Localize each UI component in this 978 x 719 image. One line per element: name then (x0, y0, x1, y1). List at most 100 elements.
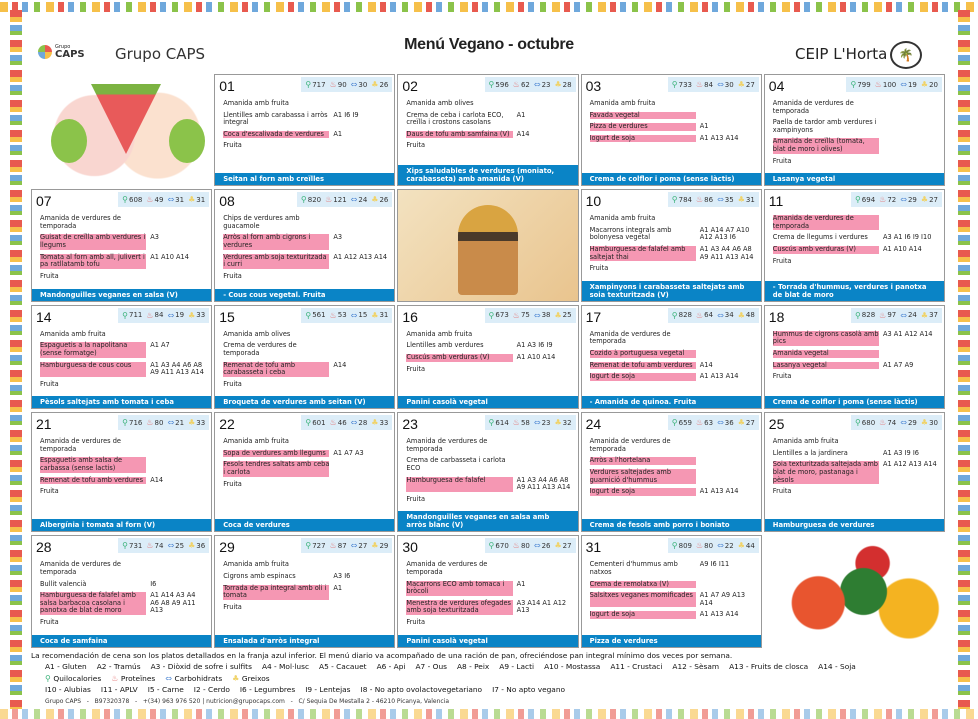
carbs-icon: ⇔ (533, 80, 541, 89)
dish-name: Fruita (40, 271, 59, 280)
nutrition-number: 80 (704, 541, 714, 550)
nutrition-number: 680 (861, 418, 876, 427)
dish-list: Amanida de verdures de temporada Paella d… (765, 97, 944, 173)
dish-name: Amanida amb olives (406, 99, 474, 107)
dish-item: Amanida amb fruita (406, 330, 572, 339)
nutrition-badge: ⚲ 659 ♨ 63 ⇔ 36 ♣ 27 (667, 415, 759, 431)
nutrition-value: ⚲ 694 (855, 195, 875, 204)
dish-item: Amanida amb fruita (590, 215, 756, 223)
allergen-codes: A1 (333, 129, 343, 138)
allergen-item: A14 - Soja (818, 662, 856, 672)
dish-name: Menestra de verdures ofegades amb soja t… (406, 598, 513, 615)
day-header: 04 ⚲ 799 ♨ 100 ⇔ 19 ♣ 20 (765, 75, 944, 97)
dish-name: Cigrons amb espinacs (223, 572, 296, 581)
dish-list: Amanida amb fruita Macarrons integrals am… (582, 212, 761, 281)
nutrition-badge: ⚲ 727 ♨ 87 ⇔ 27 ♣ 29 (301, 538, 393, 554)
dish-name: Amanida amb fruita (223, 560, 289, 569)
dish-item: Fruita (590, 265, 756, 273)
nutrition-number: 820 (307, 195, 322, 204)
nutrition-value: ♨ 121 (325, 195, 347, 204)
nutrition-number: 63 (704, 418, 714, 427)
dish-item: Fruita (772, 372, 939, 381)
allergen-codes (333, 142, 389, 150)
dish-name: Torrada de pa integral amb oli i tomata (223, 584, 330, 600)
dish-item: Fruita (773, 257, 939, 266)
dish-name: Fruita (772, 372, 792, 381)
allergen-item: A1 - Gluten (45, 662, 87, 672)
fat-icon: ♣ (920, 195, 929, 205)
day-header: 23 ⚲ 614 ♨ 58 ⇔ 23 ♣ 32 (398, 413, 577, 435)
nutrition-value: ♣ 33 (188, 418, 205, 427)
nutrition-number: 828 (678, 311, 692, 320)
nutrition-value: ⚲ 799 (850, 80, 870, 89)
dish-name: Fruita (772, 156, 792, 165)
nutrition-value: ♨ 64 (696, 311, 713, 320)
dish-item: Salsitxes veganes momificades A1 A7 A9 A1… (589, 591, 756, 608)
nutrition-number: 24 (907, 311, 917, 320)
nutrition-number: 53 (337, 311, 347, 320)
allergen-codes: A3 I6 (333, 572, 351, 581)
protein-icon: ♨ (512, 541, 520, 551)
dish-list: Amanida amb fruita Favada vegetal Pizza de… (582, 97, 761, 150)
protein-icon: ♨ (512, 310, 520, 320)
allergen-codes: A1 A3 A4 A6 A8 A9 A11 A13 A14 (699, 244, 754, 261)
dish-name: Llentilles a la jardinera (772, 448, 848, 457)
day-header: 01 ⚲ 717 ♨ 90 ⇔ 30 ♣ 26 (215, 75, 394, 97)
dish-item: Fruita (773, 488, 939, 496)
allergen-codes (333, 381, 389, 389)
dish-item: Amanida de verdures de temporada (406, 437, 572, 453)
dish-item: Amanida de verdures de temporada (406, 561, 572, 576)
dish-item: Fruita (406, 142, 572, 150)
day-cell: 15 ⚲ 561 ♨ 53 ⇔ 15 ♣ 31 Amanida amb olives Crema d… (214, 304, 396, 410)
nutrition-number: 49 (154, 195, 164, 204)
allergen-codes: A1 A7 A9 (882, 360, 914, 369)
nutrition-number: 614 (495, 418, 509, 427)
dish-name: Amanida de creïlla (tomata, blat de moro… (772, 138, 879, 154)
dish-name: Tomata al forn amb all, julivert i pa ra… (40, 252, 147, 269)
day-number: 07 (36, 193, 52, 210)
nutrition-value: ♨ 62 (513, 80, 530, 89)
nutrition-value: ⚲ 731 (122, 541, 142, 550)
fat-icon: ♣ (232, 673, 242, 683)
dish-item: Remenat de tofu amb carabasseta i ceba A1… (223, 361, 389, 377)
dish-item: Fruita (40, 380, 206, 389)
carbs-icon: ⇔ (900, 418, 907, 428)
kcal-icon: ⚲ (671, 541, 678, 551)
dish-item: Amanida de verdures de temporada (772, 214, 939, 231)
dish-item: Amanida de verdures de temporada (590, 330, 756, 346)
carbs-icon: ⇔ (717, 195, 724, 205)
dish-list: Chips de verdures amb guacamole Arròs al … (215, 212, 394, 288)
day-cell: 01 ⚲ 717 ♨ 90 ⇔ 30 ♣ 26 Amanida amb fruita Llentil… (214, 74, 396, 187)
dish-name: Iogurt de soja (589, 488, 696, 496)
kcal-icon: ⚲ (300, 195, 307, 205)
allergen-item: A8 - Peix (456, 662, 490, 672)
nutrition-badge: ⚲ 561 ♨ 53 ⇔ 15 ♣ 31 (301, 307, 393, 323)
carbs-icon: ⇔ (717, 310, 724, 320)
allergen-codes (150, 488, 206, 496)
day-cell: 25 ⚲ 680 ♨ 74 ⇔ 29 ♣ 30 Amanida amb fruita Llentil… (763, 412, 945, 533)
allergen-codes (333, 561, 389, 569)
allergen-codes (333, 331, 389, 339)
nutrition-value: ♣ 31 (188, 195, 205, 204)
allergen-codes: A1 (699, 122, 709, 131)
dish-list: Amanida de verdures de temporada Arròs a … (582, 435, 761, 504)
allergen-codes (333, 438, 389, 446)
day-number: 03 (585, 78, 602, 94)
allergen-codes (333, 342, 389, 357)
dish-name: Llentilles amb carabassa i arròs integra… (223, 110, 328, 127)
dish-item: Amanida amb fruita (590, 99, 756, 108)
dish-list: Amanida amb fruita Llentilles a la jardin… (765, 435, 944, 504)
allergen-codes: A1 A13 A14 (699, 610, 739, 619)
nutrition-value: ⇔ 24 (351, 195, 368, 204)
fat-icon: ♣ (371, 195, 379, 205)
dish-item: Espaguetis a la napolitana (sense format… (40, 341, 206, 358)
allergen-codes (150, 381, 206, 389)
nutrition-value: ⚲ 673 (489, 311, 509, 320)
dish-item: Hamburguesa de falafel A1 A3 A4 A6 A8 A9 … (406, 476, 572, 492)
allergen-item: A10 - Mostassa (544, 662, 601, 672)
nutrient-item: Carbohidrats (174, 673, 223, 683)
dish-item: Fruita (40, 271, 206, 281)
logo-icon (38, 45, 52, 59)
kcal-icon: ⚲ (488, 80, 495, 89)
dish-item: Arròs a l'hortelana (589, 457, 756, 466)
